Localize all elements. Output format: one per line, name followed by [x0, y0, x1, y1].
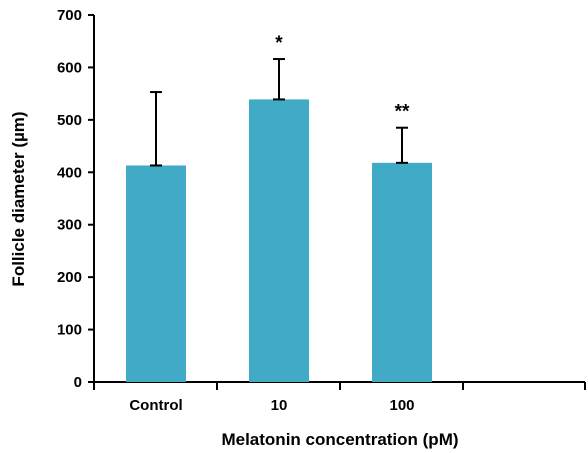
category-label: Control [129, 397, 182, 414]
x-axis-title: Melatonin concentration (pM) [221, 430, 458, 449]
y-tick-label: 700 [57, 7, 82, 24]
error-bars [150, 58, 408, 167]
y-tick-label: 500 [57, 112, 82, 129]
y-tick-label: 300 [57, 217, 82, 234]
bar-control [126, 165, 186, 382]
bars [126, 99, 432, 382]
category-label: 10 [271, 397, 288, 414]
significance-label: * [275, 33, 283, 54]
significance-annotations: *** [275, 33, 410, 123]
y-tick-label: 600 [57, 59, 82, 76]
y-tick-label: 400 [57, 164, 82, 181]
y-axis-title: Follicle diameter (µm) [9, 111, 28, 286]
y-tick-label: 100 [57, 322, 82, 339]
y-axis: 0 100 200 300 400 500 600 700 [57, 7, 95, 391]
x-axis [93, 381, 586, 390]
category-labels: Control 10 100 [129, 397, 414, 414]
category-label: 100 [389, 397, 414, 414]
significance-label: ** [395, 102, 410, 123]
bar-100 [372, 162, 432, 382]
y-tick-label: 200 [57, 269, 82, 286]
bar-10 [249, 99, 309, 382]
y-tick-label: 0 [74, 374, 82, 391]
